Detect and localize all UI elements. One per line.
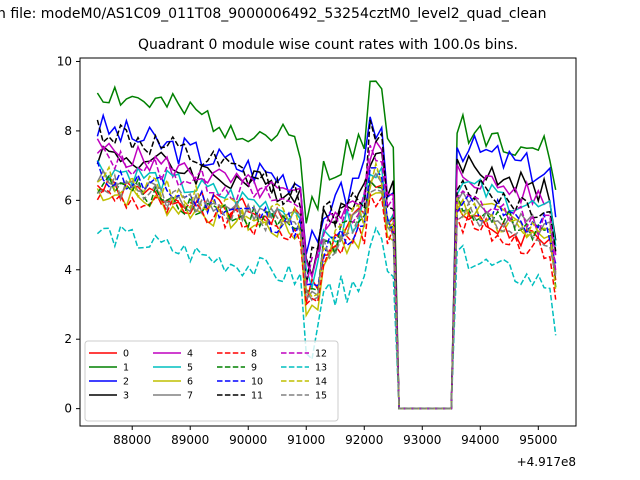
y-axis: 0 2 4 6 8 10 (57, 54, 80, 416)
legend-label-0: 0 (123, 349, 129, 360)
x-axis: 88000 89000 90000 91000 92000 93000 94000 95000 (113, 426, 557, 447)
series-line-1 (96, 80, 557, 410)
series-line-12 (96, 144, 557, 410)
legend-label-4: 4 (187, 349, 193, 360)
legend-label-8: 8 (251, 349, 257, 360)
legend-label-12: 12 (315, 349, 327, 360)
legend-label-10: 10 (251, 377, 263, 388)
legend-label-15: 15 (315, 391, 327, 402)
series-line-14 (96, 160, 557, 410)
x-tick-label: 88000 (113, 433, 151, 447)
series-line-5 (96, 159, 557, 410)
y-tick-label: 8 (64, 124, 72, 138)
series-line-11 (96, 119, 557, 410)
y-tick-label: 6 (64, 193, 72, 207)
x-tick-label: 89000 (171, 433, 209, 447)
x-offset-label: +4.917e8 (517, 455, 576, 469)
legend-label-3: 3 (123, 391, 129, 402)
chart-title: Quadrant 0 module wise count rates with … (138, 37, 518, 53)
suptitle: n file: modeM0/AS1C09_011T08_9000006492_… (0, 6, 546, 22)
series-line-6 (96, 186, 557, 410)
x-tick-label: 92000 (345, 433, 383, 447)
series-line-2 (96, 112, 557, 410)
series-layer (96, 80, 557, 410)
y-tick-label: 0 (64, 402, 72, 416)
legend-label-2: 2 (123, 377, 129, 388)
series-line-13 (96, 224, 557, 410)
x-tick-label: 95000 (519, 433, 557, 447)
y-tick-label: 2 (64, 332, 72, 346)
x-tick-label: 94000 (461, 433, 499, 447)
legend-label-7: 7 (187, 391, 193, 402)
x-tick-label: 93000 (403, 433, 441, 447)
legend-label-13: 13 (315, 363, 327, 374)
legend-label-5: 5 (187, 363, 193, 374)
plot-frame (79, 57, 577, 427)
legend-label-11: 11 (251, 391, 263, 402)
series-line-15 (97, 172, 557, 410)
legend-label-6: 6 (187, 377, 193, 388)
x-tick-label: 90000 (229, 433, 267, 447)
legend-box (84, 340, 339, 422)
y-tick-label: 10 (57, 54, 72, 68)
legend-label-14: 14 (315, 377, 327, 388)
legend-label-9: 9 (251, 363, 257, 374)
legend-label-1: 1 (123, 363, 129, 374)
y-tick-label: 4 (64, 263, 72, 277)
x-tick-label: 91000 (287, 433, 325, 447)
